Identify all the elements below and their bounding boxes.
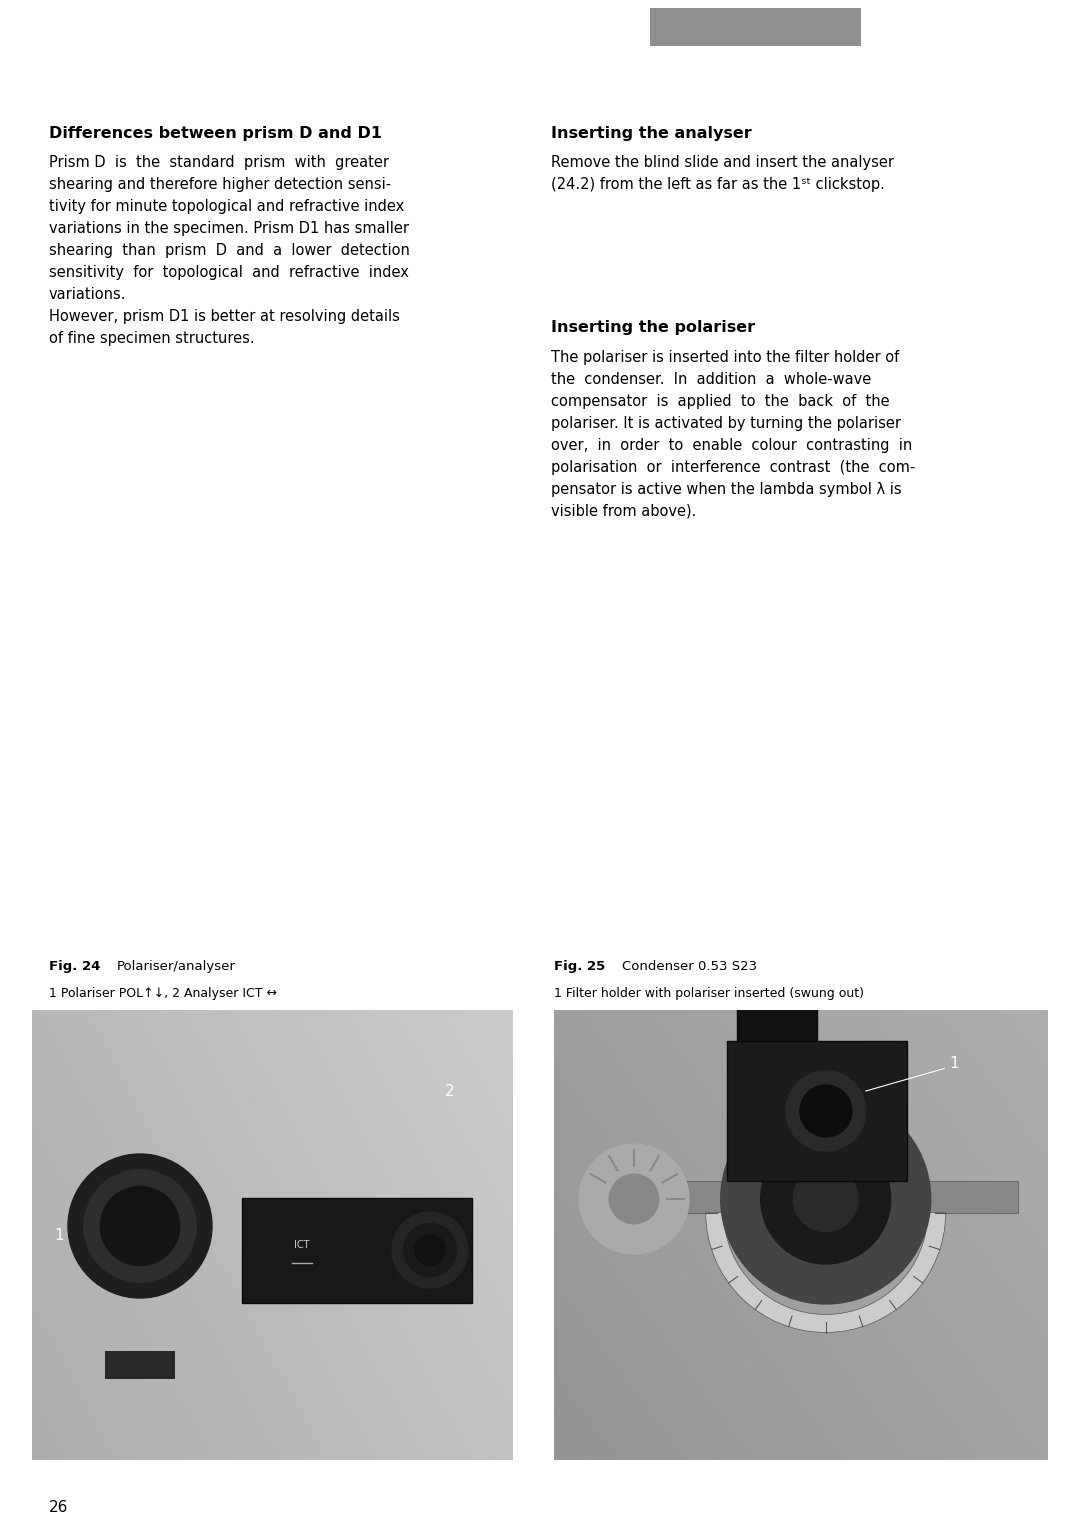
Circle shape <box>404 1223 457 1277</box>
Circle shape <box>793 1167 859 1231</box>
Text: compensator  is  applied  to  the  back  of  the: compensator is applied to the back of th… <box>551 394 890 408</box>
Circle shape <box>786 1070 866 1151</box>
Text: 2: 2 <box>445 1084 455 1098</box>
Text: Differences between prism D and D1: Differences between prism D and D1 <box>49 125 382 141</box>
Text: variations in the specimen. Prism D1 has smaller: variations in the specimen. Prism D1 has… <box>49 222 409 235</box>
Text: 1: 1 <box>54 1228 64 1243</box>
Text: Polariser/analyser: Polariser/analyser <box>117 960 235 972</box>
Text: Condenser 0.53 S23: Condenser 0.53 S23 <box>622 960 757 972</box>
Text: 1: 1 <box>949 1057 959 1072</box>
Bar <box>105 1352 175 1379</box>
Circle shape <box>392 1212 468 1287</box>
Text: Prism D  is  the  standard  prism  with  greater: Prism D is the standard prism with great… <box>49 154 389 170</box>
Circle shape <box>609 1174 659 1223</box>
Text: 1 Polariser POL↑↓, 2 Analyser ICT ↔: 1 Polariser POL↑↓, 2 Analyser ICT ↔ <box>49 988 276 1000</box>
Bar <box>727 1041 907 1180</box>
Text: variations.: variations. <box>49 287 126 303</box>
Text: shearing and therefore higher detection sensi-: shearing and therefore higher detection … <box>49 177 391 193</box>
Wedge shape <box>705 1212 946 1332</box>
Polygon shape <box>604 1180 1018 1212</box>
Circle shape <box>100 1187 179 1266</box>
Text: Remove the blind slide and insert the analyser: Remove the blind slide and insert the an… <box>551 154 894 170</box>
Text: of fine specimen structures.: of fine specimen structures. <box>49 330 255 346</box>
Text: 26: 26 <box>49 1500 68 1515</box>
Text: visible from above).: visible from above). <box>551 505 697 518</box>
Text: Inserting the polariser: Inserting the polariser <box>551 320 755 335</box>
Text: tivity for minute topological and refractive index: tivity for minute topological and refrac… <box>49 199 404 214</box>
Circle shape <box>579 1144 689 1254</box>
Circle shape <box>720 1095 931 1304</box>
Text: 1 Filter holder with polariser inserted (swung out): 1 Filter holder with polariser inserted … <box>554 988 864 1000</box>
Text: over,  in  order  to  enable  colour  contrasting  in: over, in order to enable colour contrast… <box>551 437 913 453</box>
Text: Fig. 24: Fig. 24 <box>49 960 100 972</box>
Text: polariser. It is activated by turning the polariser: polariser. It is activated by turning th… <box>551 416 901 431</box>
Text: polarisation  or  interference  contrast  (the  com-: polarisation or interference contrast (t… <box>551 460 915 476</box>
Text: (24.2) from the left as far as the 1ˢᵗ clickstop.: (24.2) from the left as far as the 1ˢᵗ c… <box>551 177 885 193</box>
Circle shape <box>800 1086 852 1138</box>
Text: However, prism D1 is better at resolving details: However, prism D1 is better at resolving… <box>49 309 400 324</box>
Text: the  condenser.  In  addition  a  whole-wave: the condenser. In addition a whole-wave <box>551 372 872 387</box>
Circle shape <box>760 1135 891 1264</box>
Bar <box>650 8 861 46</box>
Text: Inserting the analyser: Inserting the analyser <box>551 125 752 141</box>
Text: The polariser is inserted into the filter holder of: The polariser is inserted into the filte… <box>551 350 900 365</box>
Circle shape <box>84 1170 197 1283</box>
Text: ICT: ICT <box>294 1240 310 1249</box>
Bar <box>737 982 816 1041</box>
Text: sensitivity  for  topological  and  refractive  index: sensitivity for topological and refracti… <box>49 265 409 280</box>
Text: Fig. 25: Fig. 25 <box>554 960 605 972</box>
Bar <box>242 1197 472 1303</box>
Circle shape <box>68 1154 212 1298</box>
Text: pensator is active when the lambda symbol λ is: pensator is active when the lambda symbo… <box>551 482 902 497</box>
Text: shearing  than  prism  D  and  a  lower  detection: shearing than prism D and a lower detect… <box>49 243 410 258</box>
Circle shape <box>415 1235 445 1264</box>
